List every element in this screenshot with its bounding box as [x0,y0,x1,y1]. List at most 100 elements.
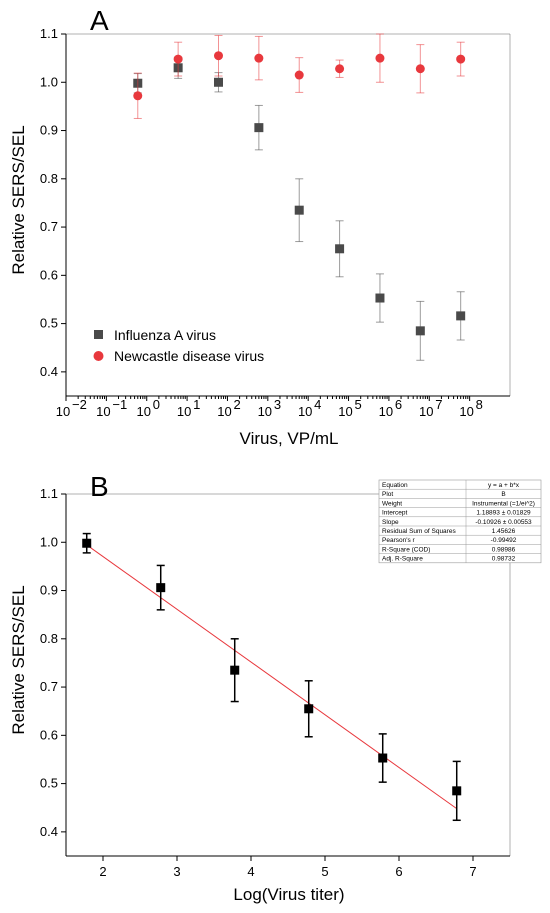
y-tick-label: 0.6 [40,267,58,282]
x-tick-label: 10 [298,404,312,419]
x-tick-label: 10 [419,404,433,419]
data-point-series-0 [378,753,388,763]
panel-a-x-axis-title: Virus, VP/mL [240,429,339,448]
table-value: Instrumental (=1/ei^2) [472,500,535,507]
data-point-series-0 [335,244,345,254]
y-tick-label: 0.7 [40,679,58,694]
table-value: -0.99492 [491,537,517,544]
data-point-series-0 [213,77,223,87]
data-point-series-1 [456,54,466,64]
table-frame [378,479,542,564]
y-tick-label: 0.4 [40,824,58,839]
x-tick-label: 10 [379,404,393,419]
y-tick-label: 0.7 [40,219,58,234]
table-key: Plot [382,491,393,498]
panel-a-letter: A [90,5,109,36]
table-key: Pearson's r [382,537,416,544]
x-tick-label: 7 [469,864,476,879]
y-tick-label: 0.5 [40,776,58,791]
data-point-series-0 [456,311,466,321]
y-tick-label: 1.0 [40,74,58,89]
panel-a-legend: Influenza A virus Newcastle disease viru… [93,327,264,364]
data-point-series-0 [375,293,385,303]
x-tick-exponent: 1 [193,397,200,412]
x-tick-exponent: 6 [395,397,402,412]
x-tick-exponent: −2 [72,397,87,412]
y-tick-label: 1.1 [40,26,58,41]
data-point-series-0 [156,583,166,593]
x-tick-label: 5 [321,864,328,879]
y-tick-label: 0.6 [40,727,58,742]
table-value: 1.18893 ± 0.01829 [476,510,531,517]
data-point-series-0 [230,665,240,675]
legend-marker-newcastle [93,351,104,361]
panel-a-plot-area: 0.40.50.60.70.80.91.01.110 −2 10 −1 10 0 10 1 10… [40,26,511,419]
data-point-series-0 [254,123,264,133]
y-tick-label: 0.9 [40,583,58,598]
x-tick-exponent: 0 [153,397,160,412]
table-key: R-Square (COD) [382,546,430,553]
data-point-series-1 [375,53,385,63]
y-tick-label: 0.8 [40,631,58,646]
table-value: 0.98732 [492,556,516,563]
x-tick-label: 10 [338,404,352,419]
y-tick-label: 0.5 [40,316,58,331]
x-tick-label: 3 [173,864,180,879]
y-tick-label: 1.1 [40,486,58,501]
panel-b: B 0.4 0.5 0.6 0.7 0.8 0.9 1.0 1.1 2 3 4 5 6 7 Log(Vir… [9,471,542,904]
x-tick-exponent: 5 [355,397,362,412]
table-value: 0.98986 [492,546,516,553]
table-value: 1.45626 [492,528,516,535]
data-point-series-1 [133,91,143,101]
table-key: Residual Sum of Squares [382,528,456,535]
y-tick-label: 0.8 [40,171,58,186]
table-value: -0.10926 ± 0.00553 [475,519,532,526]
x-tick-label: 10 [136,404,150,419]
table-value: y = a + b*x [488,482,520,489]
table-value: B [501,491,505,498]
data-point-series-1 [415,64,425,74]
table-key: Intercept [382,510,407,517]
data-point-series-1 [173,54,183,64]
panel-b-x-axis-title: Log(Virus titer) [233,885,344,904]
data-point-series-0 [82,538,92,548]
data-point-series-0 [294,205,304,215]
y-tick-label: 1.0 [40,534,58,549]
y-tick-label: 0.4 [40,364,58,379]
data-point-series-1 [254,53,264,63]
x-tick-exponent: 2 [233,397,240,412]
legend-label-newcastle: Newcastle disease virus [114,348,264,364]
panel-b-y-axis-title: Relative SERS/SEL [9,585,28,734]
x-tick-exponent: 8 [476,397,483,412]
data-point-series-0 [452,786,462,796]
table-key: Slope [382,519,399,526]
data-point-series-0 [415,326,425,336]
table-key: Equation [382,482,408,489]
x-tick-exponent: 7 [435,397,442,412]
legend-label-influenza: Influenza A virus [114,327,216,343]
fit-results-table: Equation y = a + b*x Plot B Weight Instrument… [378,479,542,564]
x-tick-label: 10 [459,404,473,419]
panel-b-letter: B [90,471,109,502]
x-tick-label: 10 [96,404,110,419]
x-tick-label: 10 [177,404,191,419]
panel-a-y-axis-title: Relative SERS/SEL [9,125,28,274]
x-tick-label: 10 [217,404,231,419]
x-tick-label: 6 [395,864,402,879]
data-point-series-0 [304,704,314,714]
data-point-series-1 [335,64,345,74]
legend-marker-influenza [94,330,103,339]
x-tick-exponent: 4 [314,397,321,412]
x-tick-label: 10 [258,404,272,419]
table-key: Weight [382,500,402,507]
data-point-series-1 [213,51,223,61]
fit-line [86,544,458,810]
x-tick-label: 4 [247,864,254,879]
x-tick-label: 2 [99,864,106,879]
table-key: Adj. R-Square [382,556,423,563]
x-tick-label: 10 [56,404,70,419]
panel-a: A 0.40.50.60.70.80.91.01.110 −2 10 −1 10 0 10 1… [9,5,511,448]
x-tick-exponent: 3 [274,397,281,412]
data-point-series-1 [294,70,304,80]
